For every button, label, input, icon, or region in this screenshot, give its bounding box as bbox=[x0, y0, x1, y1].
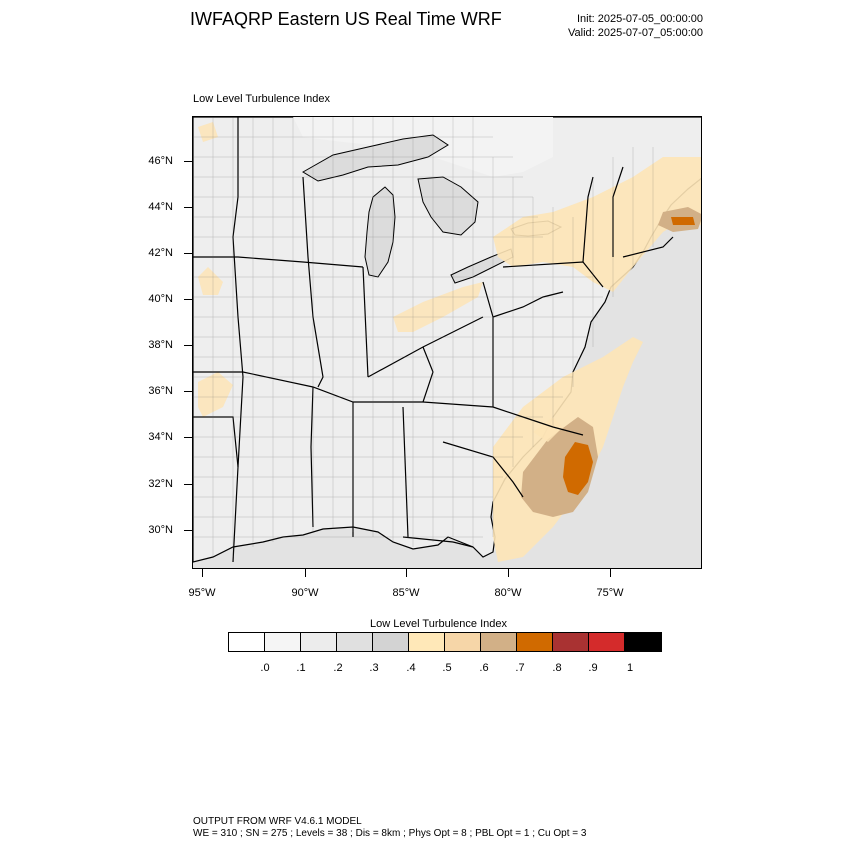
lat-tick bbox=[184, 391, 192, 392]
colorbar-box bbox=[301, 633, 337, 651]
init-time: Init: 2025-07-05_00:00:00 bbox=[577, 13, 703, 25]
colorbar-label: .1 bbox=[296, 662, 306, 674]
colorbar-box bbox=[409, 633, 445, 651]
lon-label: 75°W bbox=[596, 587, 624, 599]
colorbar-label: .5 bbox=[442, 662, 452, 674]
colorbar-box bbox=[373, 633, 409, 651]
colorbar-label: .9 bbox=[588, 662, 598, 674]
turbulence-low-ohio bbox=[393, 282, 483, 332]
lat-tick bbox=[184, 437, 192, 438]
map-panel bbox=[192, 116, 702, 569]
lat-label: 40°N bbox=[148, 293, 173, 305]
colorbar-label: .3 bbox=[369, 662, 379, 674]
colorbar-box bbox=[625, 633, 661, 651]
lat-tick bbox=[184, 161, 192, 162]
turbulence-shading bbox=[198, 122, 701, 562]
colorbar-box bbox=[229, 633, 265, 651]
lon-label: 90°W bbox=[291, 587, 319, 599]
colorbar-label: .4 bbox=[406, 662, 416, 674]
lon-tick bbox=[508, 569, 509, 577]
chart-title: IWFAQRP Eastern US Real Time WRF bbox=[190, 9, 502, 29]
colorbar-label: 1 bbox=[626, 662, 634, 674]
model-settings: WE = 310 ; SN = 275 ; Levels = 38 ; Dis … bbox=[193, 828, 587, 839]
colorbar-title: Low Level Turbulence Index bbox=[370, 618, 507, 630]
lat-label: 32°N bbox=[148, 478, 173, 490]
turbulence-low-carolina bbox=[533, 417, 563, 442]
lat-label: 46°N bbox=[148, 155, 173, 167]
lon-label: 95°W bbox=[188, 587, 216, 599]
lat-tick bbox=[184, 345, 192, 346]
lat-label: 42°N bbox=[148, 247, 173, 259]
colorbar-box bbox=[337, 633, 373, 651]
lake-superior bbox=[302, 134, 449, 182]
lat-tick bbox=[184, 484, 192, 485]
colorbar bbox=[228, 632, 662, 652]
colorbar-box bbox=[553, 633, 589, 651]
colorbar-box bbox=[481, 633, 517, 651]
turbulence-low-west-2 bbox=[198, 372, 233, 417]
lon-tick bbox=[305, 569, 306, 577]
lat-tick bbox=[184, 253, 192, 254]
lake-michigan bbox=[364, 186, 396, 278]
lon-label: 80°W bbox=[494, 587, 522, 599]
model-info: OUTPUT FROM WRF V4.6.1 MODEL bbox=[193, 816, 362, 827]
colorbar-box bbox=[445, 633, 481, 651]
turbulence-low-northeast bbox=[493, 157, 701, 292]
lon-tick bbox=[610, 569, 611, 577]
colorbar-label: .6 bbox=[479, 662, 489, 674]
lat-label: 34°N bbox=[148, 431, 173, 443]
lat-label: 36°N bbox=[148, 385, 173, 397]
lat-label: 30°N bbox=[148, 524, 173, 536]
colorbar-label: .0 bbox=[260, 662, 270, 674]
colorbar-box bbox=[517, 633, 553, 651]
turbulence-low-west-1 bbox=[198, 267, 223, 295]
lon-label: 85°W bbox=[392, 587, 420, 599]
lon-tick bbox=[202, 569, 203, 577]
colorbar-label: .7 bbox=[515, 662, 525, 674]
valid-time: Valid: 2025-07-07_05:00:00 bbox=[568, 27, 703, 39]
lat-label: 44°N bbox=[148, 201, 173, 213]
lat-tick bbox=[184, 299, 192, 300]
county-grid bbox=[193, 117, 654, 557]
colorbar-label: .2 bbox=[333, 662, 343, 674]
colorbar-label: .8 bbox=[552, 662, 562, 674]
turbulence-high-northeast bbox=[671, 217, 695, 225]
turbulence-high-atlantic bbox=[563, 442, 593, 495]
lat-label: 38°N bbox=[148, 339, 173, 351]
panel-title: Low Level Turbulence Index bbox=[193, 93, 330, 105]
colorbar-box bbox=[589, 633, 625, 651]
lat-tick bbox=[184, 530, 192, 531]
lat-tick bbox=[184, 207, 192, 208]
colorbar-box bbox=[265, 633, 301, 651]
map-svg bbox=[193, 117, 701, 568]
lon-tick bbox=[406, 569, 407, 577]
